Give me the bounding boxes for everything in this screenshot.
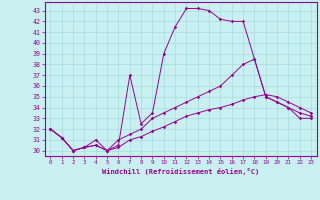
X-axis label: Windchill (Refroidissement éolien,°C): Windchill (Refroidissement éolien,°C)	[102, 168, 260, 175]
